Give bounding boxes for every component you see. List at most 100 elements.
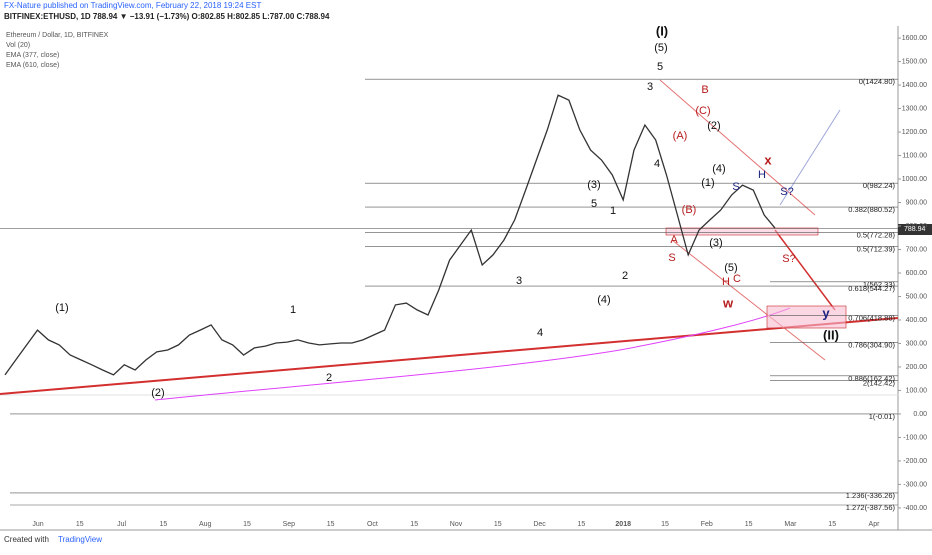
wave-label: S? bbox=[782, 253, 795, 265]
x-tick-label: 15 bbox=[494, 521, 502, 528]
fib-label: 1(-0.01) bbox=[869, 412, 896, 421]
wave-label: (4) bbox=[712, 163, 725, 175]
y-tick-label: -100.00 bbox=[903, 434, 927, 441]
x-tick-label: 2018 bbox=[615, 521, 631, 528]
y-tick-label: -300.00 bbox=[903, 481, 927, 488]
y-tick-label: 500.00 bbox=[906, 293, 928, 300]
y-tick-label: 600.00 bbox=[906, 270, 928, 277]
wave-label: S? bbox=[780, 186, 793, 198]
fib-label: 0(1424.80) bbox=[859, 77, 896, 86]
wave-label: 1 bbox=[290, 304, 296, 316]
wave-label: 2 bbox=[326, 372, 332, 384]
footer-created: Created with bbox=[4, 535, 49, 544]
legend-item: Vol (20) bbox=[6, 42, 30, 49]
wave-label: (1) bbox=[55, 302, 68, 314]
projection-line bbox=[779, 109, 841, 206]
x-tick-label: Sep bbox=[283, 521, 296, 528]
zone-box bbox=[665, 227, 819, 236]
wave-label: (5) bbox=[724, 262, 737, 274]
y-tick-label: 900.00 bbox=[906, 199, 928, 206]
wave-label: H bbox=[722, 276, 730, 288]
wave-label: (I) bbox=[656, 23, 668, 38]
y-tick-label: 1100.00 bbox=[902, 152, 927, 159]
legend-item: EMA (377, close) bbox=[6, 52, 59, 59]
y-tick-label: 1000.00 bbox=[902, 176, 927, 183]
y-tick-label: -400.00 bbox=[903, 505, 927, 512]
wave-label: B bbox=[701, 84, 708, 96]
y-tick-label: 200.00 bbox=[906, 364, 928, 371]
x-tick-label: 15 bbox=[410, 521, 418, 528]
wave-label: S bbox=[732, 181, 739, 193]
x-tick-label: Apr bbox=[869, 521, 881, 528]
y-tick-label: 1200.00 bbox=[902, 129, 927, 136]
x-tick-label: 15 bbox=[243, 521, 251, 528]
y-tick-label: 1500.00 bbox=[902, 58, 927, 65]
wave-label: (2) bbox=[151, 387, 164, 399]
wave-label: A bbox=[670, 234, 678, 246]
target-box bbox=[766, 305, 847, 329]
fib-label: 0.618(544.27) bbox=[848, 284, 895, 293]
x-tick-label: 15 bbox=[160, 521, 168, 528]
x-tick-label: 15 bbox=[828, 521, 836, 528]
channel-line bbox=[671, 239, 826, 361]
y-tick-label: 1400.00 bbox=[902, 82, 927, 89]
y-tick-label: 100.00 bbox=[906, 387, 928, 394]
y-tick-label: 800.00 bbox=[906, 223, 928, 230]
wave-label: 1 bbox=[610, 205, 616, 217]
fib-label: 0.786(304.90) bbox=[848, 340, 895, 349]
fib-label: 1(562.33) bbox=[863, 280, 896, 289]
x-tick-label: Mar bbox=[784, 521, 797, 528]
x-tick-label: 15 bbox=[745, 521, 753, 528]
wave-label: (B) bbox=[682, 204, 697, 216]
wave-label: (2) bbox=[707, 120, 720, 132]
ema-line bbox=[154, 307, 791, 401]
x-tick-label: Feb bbox=[701, 521, 713, 528]
y-tick-label: 700.00 bbox=[906, 246, 928, 253]
x-tick-label: Jul bbox=[117, 521, 126, 528]
wave-label: 5 bbox=[591, 198, 597, 210]
wave-label: 3 bbox=[516, 275, 522, 287]
wave-label: (C) bbox=[695, 105, 710, 117]
x-tick-label: 15 bbox=[578, 521, 586, 528]
wave-label: (3) bbox=[709, 237, 722, 249]
fib-label: 1.236(-336.26) bbox=[846, 491, 896, 500]
last-price-label: 788.94 bbox=[904, 226, 926, 233]
wave-label: 3 bbox=[647, 81, 653, 93]
wave-label: w bbox=[722, 295, 734, 310]
legend-item: Ethereum / Dollar, 1D, BITFINEX bbox=[6, 32, 109, 39]
y-tick-label: 300.00 bbox=[906, 340, 928, 347]
wave-label: 2 bbox=[622, 270, 628, 282]
x-tick-label: 15 bbox=[327, 521, 335, 528]
y-tick-label: 1300.00 bbox=[902, 105, 927, 112]
wave-label: x bbox=[764, 152, 772, 167]
wave-label: 5 bbox=[657, 61, 663, 73]
wave-label: 4 bbox=[537, 327, 543, 339]
x-tick-label: Jun bbox=[32, 521, 43, 528]
wave-label: C bbox=[733, 273, 741, 285]
x-tick-label: Nov bbox=[450, 521, 463, 528]
wave-label: (3) bbox=[587, 179, 600, 191]
fib-label: 0.382(880.52) bbox=[848, 205, 895, 214]
y-tick-label: 1600.00 bbox=[902, 35, 927, 42]
fib-label: 0.5(772.28) bbox=[857, 230, 896, 239]
support-line bbox=[0, 317, 899, 395]
x-tick-label: 15 bbox=[76, 521, 84, 528]
wave-label: (5) bbox=[654, 42, 667, 54]
fib-label: 0.886(162.42) bbox=[848, 374, 895, 383]
wave-label: 4 bbox=[654, 158, 660, 170]
wave-label: (II) bbox=[823, 327, 839, 342]
fib-label: 1.272(-387.56) bbox=[846, 503, 896, 512]
wave-label: S bbox=[668, 252, 675, 264]
fib-label: 0.706(418.88) bbox=[848, 314, 895, 323]
fib-label: 0(982.24) bbox=[863, 181, 896, 190]
x-tick-label: Aug bbox=[199, 521, 212, 528]
y-tick-label: -200.00 bbox=[903, 458, 927, 465]
wave-label: H bbox=[758, 169, 766, 181]
channel-line bbox=[659, 79, 816, 216]
wave-label: y bbox=[822, 305, 830, 320]
x-tick-label: Oct bbox=[367, 521, 378, 528]
y-tick-label: 400.00 bbox=[906, 317, 928, 324]
